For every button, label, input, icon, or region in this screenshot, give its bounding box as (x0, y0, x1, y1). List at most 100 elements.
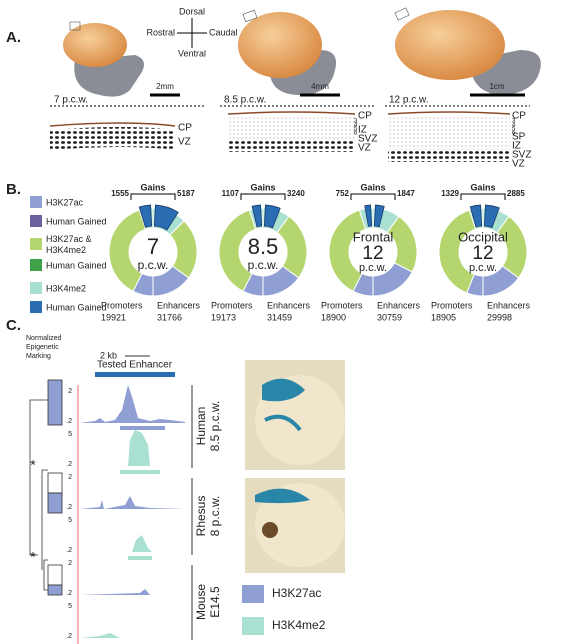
gain-wedge (373, 204, 385, 228)
enhancer-label: Tested Enhancer (97, 360, 173, 371)
panel-label: A. (6, 29, 21, 46)
gains-value: 1107 (222, 189, 240, 198)
promoters-label: Promoters (211, 300, 253, 310)
gains-label: Gains (360, 182, 385, 192)
enhancer-bar (95, 372, 175, 377)
enhancers-label: Enhancers (487, 300, 531, 310)
donut-segment (438, 209, 477, 294)
track-min: .2 (66, 590, 72, 597)
gain-wedge (469, 204, 483, 228)
gains-label: Gains (140, 182, 165, 192)
panel-label: C. (6, 317, 21, 334)
legend-line: H3K4me2 (46, 245, 86, 255)
scale-label: 2mm (156, 82, 174, 91)
species-name: Mouse (194, 584, 208, 620)
legend-swatch (30, 196, 42, 208)
promoters-value: 19921 (101, 312, 126, 322)
embryo-images (245, 360, 345, 573)
layer-label: 5 (512, 127, 516, 133)
donut-segment (108, 209, 147, 292)
gain-wedge (263, 204, 281, 229)
y-title: Normalized (26, 335, 62, 342)
donut-segment (262, 265, 300, 297)
brains (63, 7, 541, 97)
compass (177, 18, 207, 48)
donut-segment (328, 209, 367, 292)
donut-segment (482, 265, 520, 297)
track-max: 5 (68, 517, 72, 524)
scale-label: 1cm (489, 82, 504, 91)
enhancers-label: Enhancers (377, 300, 421, 310)
track-min: .2 (66, 461, 72, 468)
donut-center: Occipital (458, 229, 508, 244)
gain-wedge (364, 204, 373, 227)
gains-value: 5187 (177, 189, 195, 198)
legend-label: Human Gained (46, 216, 107, 226)
legend-swatch (30, 259, 42, 271)
compass-label: Rostral (146, 27, 175, 37)
layer-label: CP (358, 111, 372, 122)
gains-label: Gains (250, 182, 275, 192)
legend-swatch (242, 617, 264, 635)
gains-value: 1555 (111, 189, 129, 198)
gains-value: 1847 (397, 189, 415, 198)
enhancers-label: Enhancers (157, 300, 201, 310)
species-stage: 8 p.c.w. (208, 496, 222, 537)
gains-value: 3240 (287, 189, 305, 198)
compass-label: Caudal (209, 27, 238, 37)
scale-label: 4mm (311, 82, 329, 91)
promoters-label: Promoters (101, 300, 143, 310)
gain-wedge (153, 204, 179, 231)
track-min: .2 (66, 418, 72, 425)
promoters-value: 19173 (211, 312, 236, 322)
layer-label: 4 (354, 123, 358, 129)
donut-center: 12 (472, 243, 493, 264)
layer-label: SVZ (512, 150, 531, 161)
gain-bracket (460, 193, 506, 200)
gain-wedge (483, 204, 500, 229)
species-name: Rhesus (194, 496, 208, 537)
layer-label: CP (512, 111, 526, 122)
legend-label: Human Gained (46, 260, 107, 270)
scale-label: 2 kb (100, 350, 117, 360)
layer-label: SP (512, 132, 526, 143)
species-stage: E14.5 (208, 586, 222, 618)
star: * (30, 457, 36, 473)
dendrogram (29, 379, 63, 596)
legend-label: H3K4me2 (46, 283, 86, 293)
layer-label: 6 (354, 131, 358, 137)
layer-label: 6 (512, 131, 516, 137)
donut-center: p.c.w. (359, 262, 387, 274)
legend-swatch (30, 238, 42, 250)
legend-swatch (30, 282, 42, 294)
donut-center: p.c.w. (469, 262, 497, 274)
legend-label: Human Gained (46, 302, 107, 312)
gains-value: 752 (336, 189, 350, 198)
layer-label: CP (178, 123, 192, 134)
species-name: Human (194, 407, 208, 446)
promoters-label: Promoters (321, 300, 363, 310)
enhancers-value: 29998 (487, 312, 512, 322)
track-max: 2 (68, 388, 72, 395)
stage-label: 8.5 p.c.w. (224, 95, 266, 106)
layer-label: VZ (512, 159, 525, 170)
promoters-label: Promoters (431, 300, 473, 310)
legend-label: H3K27ac (272, 586, 321, 600)
legend-swatch (30, 215, 42, 227)
layer-label: 4 (512, 123, 516, 129)
layer-label: 3 (354, 119, 358, 125)
gain-bracket (130, 193, 176, 200)
donut-center: 12 (362, 243, 383, 264)
track-min: .2 (66, 504, 72, 511)
gain-bracket (350, 193, 396, 200)
layer-label: IZ (358, 125, 367, 136)
legend-label: H3K4me2 (272, 618, 326, 632)
panel-label: B. (6, 181, 21, 198)
donut-center: p.c.w. (138, 258, 169, 272)
track-min: .2 (66, 633, 72, 640)
donut-center: 7 (147, 234, 159, 259)
legend-label: H3K27ac & H3K4me2 (46, 234, 92, 255)
stage-label: 7 p.c.w. (54, 95, 88, 106)
